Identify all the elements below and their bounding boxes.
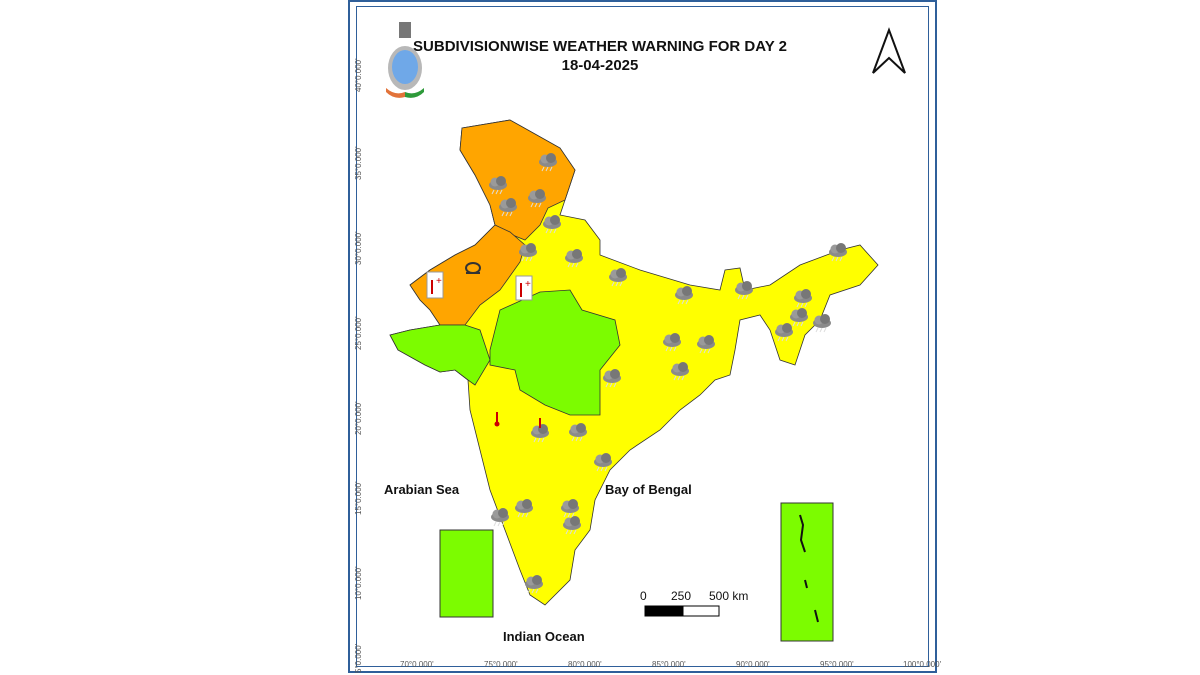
scale-bar <box>644 605 720 617</box>
map-date: 18-04-2025 <box>561 57 639 74</box>
lon-label: 100°0.000' <box>903 660 942 669</box>
lon-label: 70°0.000' <box>400 660 434 669</box>
lon-label: 95°0.000' <box>820 660 854 669</box>
lon-label: 75°0.000' <box>484 660 518 669</box>
region-orange-west-rajasthan <box>409 224 526 326</box>
region-green-central <box>489 289 621 416</box>
region-green-gujarat <box>389 324 491 386</box>
imd-logo <box>386 22 424 98</box>
lon-label: 90°0.000' <box>736 660 770 669</box>
svg-text:+: + <box>525 279 531 290</box>
indian-ocean-label: Indian Ocean <box>503 629 585 644</box>
scale-label: 0 <box>640 589 647 603</box>
north-arrow-icon <box>872 27 906 74</box>
lon-label: 85°0.000' <box>652 660 686 669</box>
lon-label: 80°0.000' <box>568 660 602 669</box>
scale-label: 500 km <box>709 589 749 603</box>
bay-of-bengal-label: Bay of Bengal <box>605 482 692 497</box>
region-orange-north <box>459 119 576 241</box>
dust-storm-icon <box>465 262 481 274</box>
scale-label: 250 <box>671 589 692 603</box>
arabian-sea-label: Arabian Sea <box>384 482 460 497</box>
map-title: SUBDIVISIONWISE WEATHER WARNING FOR DAY … <box>413 38 787 55</box>
lakshadweep-inset <box>439 529 494 618</box>
svg-text:+: + <box>436 276 442 287</box>
andaman-nicobar-inset <box>780 502 834 642</box>
heatwave-thermometer-icon: + + <box>426 271 541 428</box>
